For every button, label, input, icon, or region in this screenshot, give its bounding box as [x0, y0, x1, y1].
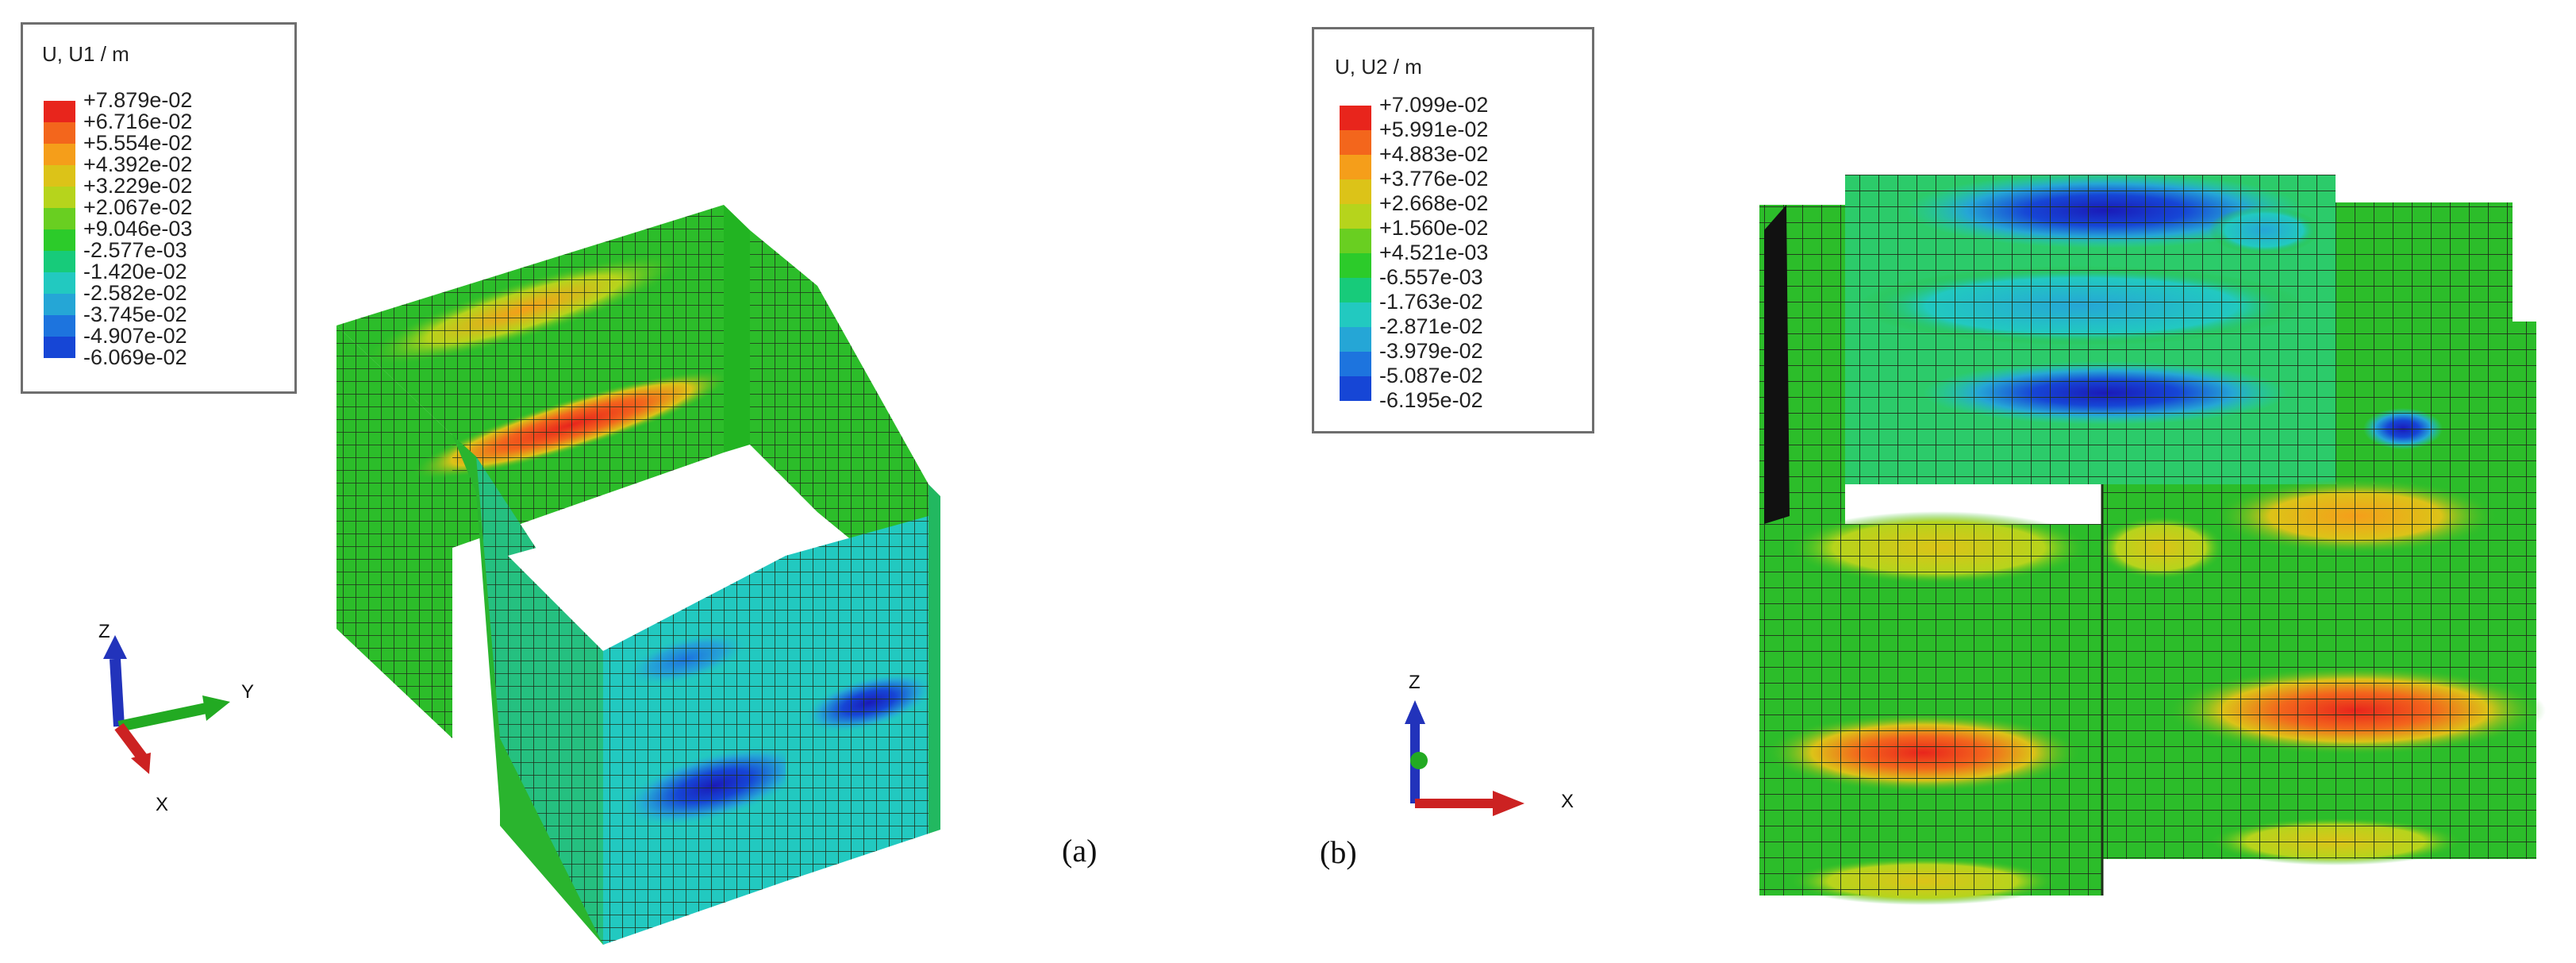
legend-b-variable: U, U2: [1335, 55, 1388, 79]
legend-a-swatch-8: [44, 251, 75, 272]
legend-b-swatch-8: [1340, 278, 1371, 302]
legend-b-swatch-2: [1340, 130, 1371, 155]
right-back-wall: [724, 205, 750, 453]
axis-x-arrow-a: [114, 722, 148, 762]
legend-a-value: -4.907e-02: [83, 324, 187, 348]
axis-z-head-a: [103, 635, 127, 659]
legend-a-swatch-12: [44, 337, 75, 358]
left-dark-edge: [1764, 205, 1790, 524]
legend-b-swatch-6: [1340, 229, 1371, 253]
legend-a-value: -2.577e-03: [83, 238, 187, 262]
legend-b-value: -1.763e-02: [1379, 290, 1483, 314]
legend-a-value: +6.716e-02: [83, 110, 193, 133]
legend-b-swatch-5: [1340, 204, 1371, 229]
legend-b-value: -6.557e-03: [1379, 265, 1483, 289]
legend-a-swatch-7: [44, 229, 75, 251]
legend-b-swatch-11: [1340, 352, 1371, 376]
legend-a-swatch-9: [44, 272, 75, 294]
legend-a-swatch-4: [44, 165, 75, 187]
legend-a-slash: /: [100, 42, 106, 66]
axis-z-head-b: [1405, 700, 1425, 724]
legend-b-value: -5.087e-02: [1379, 364, 1483, 387]
axis-triad-a: [103, 635, 230, 774]
legend-b-slash: /: [1393, 55, 1399, 79]
legend-a-value: -6.069e-02: [83, 345, 187, 369]
axis-x-head-a: [131, 753, 151, 774]
legend-a-value: +7.879e-02: [83, 88, 193, 112]
legend-b-value: +4.521e-03: [1379, 241, 1489, 264]
legend-b: U, U2 / m +7.099e-02 +5.991e-02 +4.883e-…: [1312, 27, 1594, 433]
caption-b: (b): [1320, 834, 1357, 870]
panel-b: U, U2 / m +7.099e-02 +5.991e-02 +4.883e-…: [1288, 0, 2576, 963]
legend-a-value: -1.420e-02: [83, 260, 187, 283]
fem-model-a: [336, 205, 940, 945]
legend-b-swatch-12: [1340, 376, 1371, 401]
axis-x-label-a: X: [156, 794, 169, 815]
axis-x-label-b: X: [1561, 791, 1574, 812]
legend-a-value: -3.745e-02: [83, 302, 187, 326]
legend-b-unit: m: [1405, 55, 1422, 79]
legend-a-swatch-6: [44, 208, 75, 229]
legend-b-value: +3.776e-02: [1379, 167, 1489, 191]
legend-a-unit: m: [112, 42, 129, 66]
axis-z-label-a: Z: [98, 621, 110, 642]
legend-b-swatch-9: [1340, 302, 1371, 327]
legend-b-value: -6.195e-02: [1379, 388, 1483, 412]
axis-y-head-a: [202, 695, 230, 721]
legend-a-swatch-3: [44, 144, 75, 165]
legend-b-value: +5.991e-02: [1379, 117, 1489, 141]
legend-b-swatch-1: [1340, 106, 1371, 130]
legend-b-value: +4.883e-02: [1379, 142, 1489, 166]
axis-x-head-b: [1493, 791, 1524, 816]
legend-b-title: U, U2 / m: [1335, 55, 1422, 79]
legend-b-value: +7.099e-02: [1379, 93, 1489, 117]
right-end-cap: [929, 484, 940, 834]
legend-b-swatch-10: [1340, 327, 1371, 352]
fem-model-b: [1759, 172, 2546, 905]
legend-a-value: +4.392e-02: [83, 152, 193, 176]
legend-b-value: +2.668e-02: [1379, 191, 1489, 215]
legend-b-value: -2.871e-02: [1379, 314, 1483, 338]
legend-a-swatch-1: [44, 101, 75, 122]
axis-y-label-a: Y: [241, 681, 255, 703]
legend-b-swatch-3: [1340, 155, 1371, 179]
legend-a-value: +3.229e-02: [83, 174, 193, 198]
legend-b-swatch-4: [1340, 179, 1371, 204]
legend-b-swatch-7: [1340, 253, 1371, 278]
legend-b-value: -3.979e-02: [1379, 339, 1483, 363]
legend-a: U, U1 / m +7.879e-02 +6.716e-02 +5.554e-…: [21, 22, 297, 394]
legend-a-swatch-2: [44, 122, 75, 144]
legend-a-value: +5.554e-02: [83, 131, 193, 155]
axis-triad-b: [1405, 700, 1524, 816]
legend-b-value: +1.560e-02: [1379, 216, 1489, 240]
legend-a-swatch-11: [44, 315, 75, 337]
axis-z-arrow-a: [110, 658, 125, 727]
axis-y-arrow-a: [117, 703, 208, 732]
legend-a-variable: U, U1: [42, 42, 95, 66]
legend-a-value: +2.067e-02: [83, 195, 193, 219]
caption-a: (a): [1062, 833, 1098, 869]
legend-a-value: +9.046e-03: [83, 217, 193, 241]
legend-a-value: -2.582e-02: [83, 281, 187, 305]
axis-y-dot-b: [1410, 752, 1428, 769]
axis-z-label-b: Z: [1409, 672, 1421, 693]
panel-a: U, U1 / m +7.879e-02 +6.716e-02 +5.554e-…: [21, 22, 1098, 945]
legend-a-swatch-10: [44, 294, 75, 315]
legend-a-swatch-5: [44, 187, 75, 208]
legend-a-title: U, U1 / m: [42, 42, 129, 67]
